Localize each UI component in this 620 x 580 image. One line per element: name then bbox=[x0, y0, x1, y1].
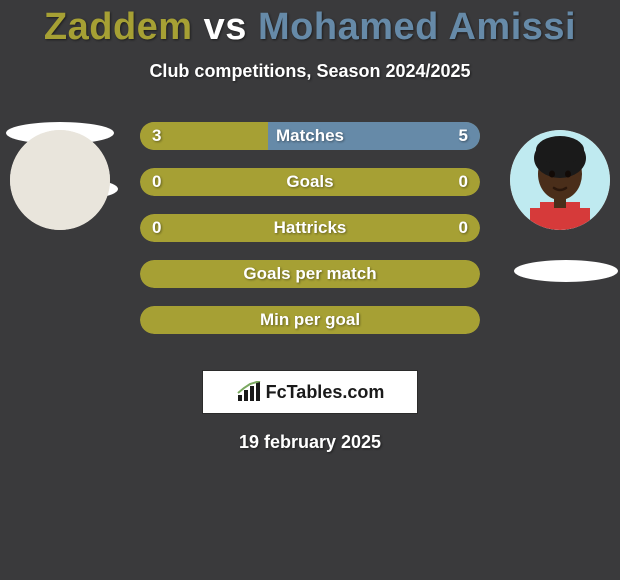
stat-bar-row: Hattricks0 0 bbox=[140, 214, 480, 242]
bar-value-right: 0 bbox=[459, 168, 468, 196]
logo-text: FcTables.com bbox=[266, 382, 385, 403]
title-vs: vs bbox=[193, 6, 258, 48]
date-text: 19 february 2025 bbox=[0, 432, 620, 453]
bar-value-left: 0 bbox=[152, 168, 161, 196]
stat-bar-row: Goals0 0 bbox=[140, 168, 480, 196]
stat-bar-row: Matches3 5 bbox=[140, 122, 480, 150]
bar-label: Min per goal bbox=[140, 306, 480, 334]
title-player2: Mohamed Amissi bbox=[258, 6, 576, 48]
stats-area: Matches35Goals00Hattricks00Goals per mat… bbox=[0, 122, 620, 352]
avatar-placeholder-icon bbox=[10, 130, 110, 230]
bar-label: Matches bbox=[140, 122, 480, 150]
avatar-photo-icon bbox=[510, 130, 610, 230]
avatar-player2 bbox=[510, 130, 610, 230]
bar-value-right: 0 bbox=[459, 214, 468, 242]
logo-box[interactable]: FcTables.com bbox=[202, 370, 418, 414]
bar-label: Goals per match bbox=[140, 260, 480, 288]
comparison-bars: Matches35Goals00Hattricks00Goals per mat… bbox=[140, 122, 480, 352]
bar-label: Hattricks bbox=[140, 214, 480, 242]
bar-chart-icon bbox=[236, 381, 262, 403]
stat-bar-row: Goals per match bbox=[140, 260, 480, 288]
subtitle: Club competitions, Season 2024/2025 bbox=[0, 61, 620, 82]
bar-value-left: 3 bbox=[152, 122, 161, 150]
bar-value-right: 5 bbox=[459, 122, 468, 150]
page-title: Zaddem vs Mohamed Amissi bbox=[0, 0, 620, 49]
stat-bar-row: Min per goal bbox=[140, 306, 480, 334]
avatar-player1 bbox=[10, 130, 110, 230]
title-player1: Zaddem bbox=[44, 6, 193, 48]
bar-label: Goals bbox=[140, 168, 480, 196]
bar-value-left: 0 bbox=[152, 214, 161, 242]
